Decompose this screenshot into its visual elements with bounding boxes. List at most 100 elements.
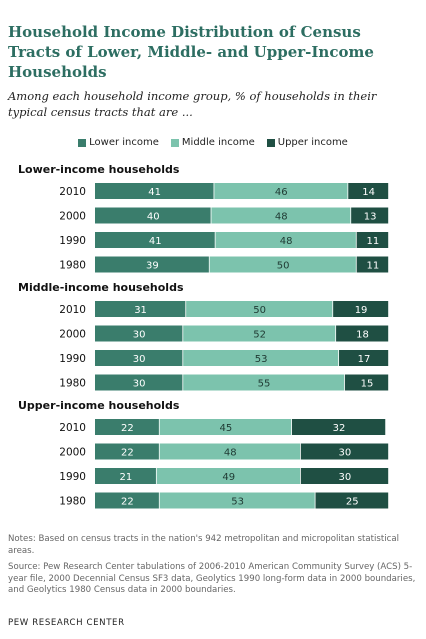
bar-segment-middle — [183, 374, 345, 391]
legend-label-lower: Lower income — [89, 137, 159, 148]
data-label-upper: 32 — [333, 423, 346, 434]
bar-segment-upper — [356, 232, 389, 248]
data-label-lower: 41 — [148, 187, 161, 198]
bar-segment-upper — [339, 350, 389, 366]
legend-label-upper: Upper income — [277, 137, 348, 148]
bar-segment-middle — [183, 350, 339, 366]
group-header-2: Upper-income households — [18, 399, 180, 412]
bar-segment-middle — [156, 468, 300, 484]
legend-item-upper: Upper income — [266, 137, 348, 148]
data-label-upper: 30 — [339, 472, 352, 483]
bar-segment-lower — [95, 419, 159, 435]
data-label-lower: 30 — [133, 330, 146, 341]
data-label-lower: 30 — [133, 354, 146, 365]
year-label: 1980 — [59, 496, 86, 508]
data-label-middle: 55 — [258, 379, 271, 390]
bar-segment-middle — [214, 183, 348, 199]
data-label-upper: 18 — [356, 330, 369, 341]
group-header-0: Lower-income households — [18, 163, 180, 176]
bar-segment-middle — [209, 256, 356, 273]
data-label-upper: 11 — [366, 261, 379, 272]
data-label-upper: 14 — [362, 187, 375, 198]
year-label: 2010 — [59, 304, 86, 316]
bar-segment-upper — [333, 301, 389, 317]
data-label-lower: 39 — [146, 261, 159, 272]
bar-segment-upper — [291, 419, 386, 435]
data-label-middle: 48 — [280, 236, 293, 247]
bar-segment-lower — [95, 207, 211, 224]
bar-segment-middle — [186, 301, 333, 317]
chart-title: Household Income Distribution of Census … — [8, 23, 374, 81]
stacked-bar-chart: Lower-income households 2010 41 46 14 2000 40 4… — [18, 163, 389, 509]
data-label-lower: 30 — [133, 379, 146, 390]
bar-segment-middle — [159, 492, 315, 509]
bar-segment-middle — [215, 232, 356, 248]
bar-segment-upper — [315, 492, 389, 509]
bar-segment-lower — [95, 301, 186, 317]
bar-segment-upper — [300, 443, 389, 460]
group-header-1: Middle-income households — [18, 281, 184, 294]
bar-segment-middle — [183, 325, 336, 342]
data-label-middle: 48 — [275, 212, 288, 223]
data-label-middle: 50 — [277, 261, 290, 272]
legend-label-middle: Middle income — [181, 137, 255, 148]
data-label-upper: 15 — [361, 379, 374, 390]
year-label: 1980 — [59, 378, 86, 390]
bar-segment-middle — [159, 443, 300, 460]
data-label-lower: 21 — [120, 472, 133, 483]
bar-segment-lower — [95, 325, 183, 342]
bar-segment-lower — [95, 468, 156, 484]
data-label-upper: 13 — [364, 212, 377, 223]
bar-segment-middle — [159, 419, 292, 435]
notes: Notes: Based on census tracts in the nat… — [8, 534, 418, 602]
data-label-middle: 45 — [219, 423, 232, 434]
data-label-middle: 53 — [255, 354, 268, 365]
data-label-middle: 50 — [253, 305, 266, 316]
data-label-upper: 11 — [366, 236, 379, 247]
bar-segment-upper — [336, 325, 389, 342]
year-label: 2000 — [59, 211, 86, 223]
data-label-upper: 19 — [355, 305, 368, 316]
data-label-lower: 41 — [149, 236, 162, 247]
bar-segment-lower — [95, 256, 209, 273]
legend: Lower income Middle income Upper income — [0, 137, 426, 148]
year-label: 2000 — [59, 329, 86, 341]
year-label: 1990 — [59, 353, 86, 365]
legend-swatch-lower — [78, 138, 87, 147]
bar-segment-lower — [95, 492, 159, 509]
year-label: 1990 — [59, 235, 86, 247]
data-label-lower: 40 — [147, 212, 160, 223]
bar-segment-upper — [344, 374, 389, 391]
year-label: 1980 — [59, 260, 86, 272]
data-label-upper: 17 — [358, 354, 371, 365]
notes-text: Notes: Based on census tracts in the nat… — [8, 534, 400, 556]
data-label-lower: 22 — [121, 497, 134, 508]
year-label: 2010 — [59, 186, 86, 198]
bar-segment-upper — [356, 256, 389, 273]
data-label-middle: 53 — [231, 497, 244, 508]
data-label-middle: 48 — [224, 448, 237, 459]
bar-segment-upper — [300, 468, 389, 484]
data-label-upper: 25 — [346, 497, 359, 508]
year-label: 1990 — [59, 471, 86, 483]
year-label: 2000 — [59, 447, 86, 459]
year-label: 2010 — [59, 422, 86, 434]
data-label-upper: 30 — [339, 448, 352, 459]
chart-subtitle: Among each household income group, % of … — [8, 89, 377, 119]
bar-segment-lower — [95, 374, 183, 391]
legend-item-middle: Middle income — [170, 137, 255, 148]
bar-segment-lower — [95, 232, 215, 248]
brand-logo-text: PEW RESEARCH CENTER — [8, 618, 125, 628]
bar-segment-upper — [348, 183, 389, 199]
bar-segment-middle — [211, 207, 351, 224]
data-label-middle: 49 — [222, 472, 235, 483]
data-label-lower: 22 — [121, 448, 134, 459]
data-label-lower: 31 — [134, 305, 147, 316]
data-label-lower: 22 — [121, 423, 134, 434]
legend-swatch-middle — [170, 138, 179, 147]
bar-segment-lower — [95, 443, 159, 460]
data-label-middle: 46 — [275, 187, 288, 198]
legend-swatch-upper — [266, 138, 275, 147]
data-label-middle: 52 — [253, 330, 266, 341]
bar-segment-lower — [95, 350, 183, 366]
